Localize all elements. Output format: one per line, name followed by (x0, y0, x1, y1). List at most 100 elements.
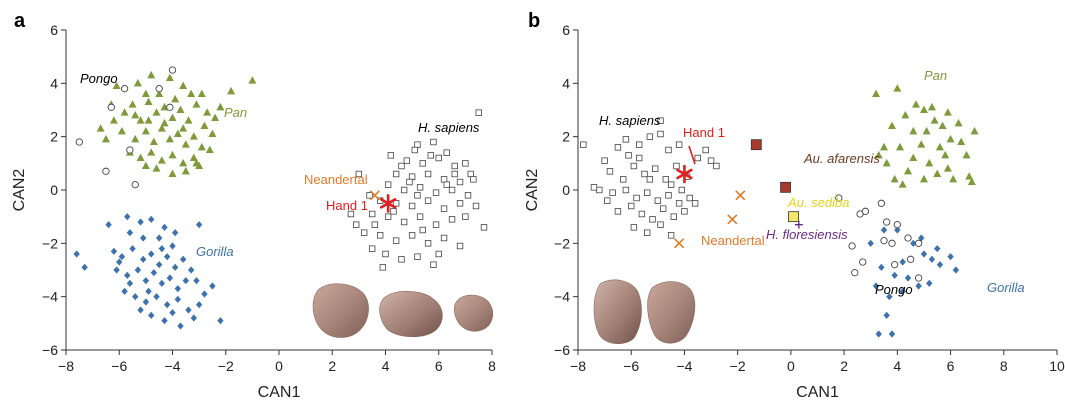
gorilla-point (187, 266, 195, 274)
h-sapiens-point (408, 232, 416, 239)
h-sapiens-point (625, 152, 632, 159)
pan-point (141, 161, 150, 169)
h-sapiens-point (702, 146, 709, 154)
pan-point (101, 134, 110, 143)
h-sapiens-point (667, 181, 675, 188)
h-sapiens-point (440, 205, 448, 212)
h-sapiens-point (387, 152, 395, 159)
h-sapiens-point (398, 162, 405, 170)
y-tick-label: 0 (562, 182, 570, 198)
h-sapiens-point (435, 154, 442, 162)
h-sapiens-point (590, 184, 598, 191)
pongo-point (891, 261, 899, 269)
pongo-point (883, 218, 891, 226)
h-sapiens-point (355, 170, 363, 178)
pan-point (131, 110, 140, 119)
h-sapiens-point (646, 176, 654, 183)
h-sapiens-point (601, 157, 608, 164)
h-sapiens-point (691, 200, 699, 207)
bone-photo-4 (593, 279, 642, 345)
pongo-point (888, 239, 896, 247)
pan-point (128, 100, 137, 108)
h-sapiens-point (665, 192, 672, 199)
pan-point (203, 108, 212, 116)
pan-point (144, 97, 153, 105)
hand-1-point (676, 164, 693, 184)
y-tick-label: −6 (42, 342, 58, 358)
panel-b-marks (580, 84, 979, 338)
gorilla-point (177, 322, 184, 330)
h-sapiens-point (400, 186, 408, 194)
pan-point (152, 164, 161, 172)
gorilla-point (153, 293, 160, 301)
h-sapiens-point (475, 109, 482, 116)
pongo-point (168, 66, 177, 74)
h-sapiens-point (462, 160, 469, 167)
x-tick-label: 6 (435, 358, 443, 374)
pongo-point (877, 199, 886, 207)
h-sapiens-point (472, 202, 480, 210)
label-au-afarensis: Au. afarensis (803, 151, 880, 166)
h-sapiens-point (406, 178, 413, 186)
h-floresiensis-point (794, 220, 803, 229)
pan-point (965, 172, 974, 180)
pan-point (168, 169, 177, 177)
pan-point (888, 121, 897, 129)
gorilla-point (928, 255, 936, 263)
h-sapiens-point (681, 208, 688, 215)
h-sapiens-point (451, 162, 458, 170)
h-sapiens-point (408, 173, 416, 180)
h-sapiens-point (435, 250, 442, 258)
gorilla-point (129, 245, 136, 253)
pan-point (141, 89, 150, 97)
h-sapiens-point (675, 200, 683, 207)
neandertal-point (369, 190, 380, 201)
gorilla-point (121, 287, 128, 295)
h-sapiens-point (636, 154, 643, 162)
x-tick-label: 10 (1049, 358, 1065, 374)
gorilla-point (918, 234, 925, 242)
pan-point (160, 118, 169, 127)
y-axis-label: CAN2 (11, 169, 28, 212)
gorilla-point (137, 306, 144, 314)
pan-point (109, 116, 118, 124)
pongo-point (861, 207, 870, 215)
pan-point (131, 134, 140, 143)
gorilla-point (190, 314, 197, 322)
gorilla-point (171, 229, 179, 237)
pan-point (919, 105, 928, 113)
h-sapiens-point (649, 216, 656, 223)
gorilla-point (926, 279, 933, 287)
hand-1-point (379, 194, 397, 213)
pongo-point (904, 234, 912, 242)
gorilla-point (904, 274, 912, 282)
panel-b-bone-photos (593, 279, 696, 345)
bone-photo-1 (312, 283, 369, 338)
pan-point (941, 150, 950, 159)
gorilla-point (105, 221, 112, 229)
x-tick-label: 4 (382, 358, 390, 374)
h-sapiens-point (596, 186, 603, 194)
bone-photo-2 (379, 290, 443, 338)
h-sapiens-point (427, 152, 434, 159)
label-hand-1: Hand 1 (683, 125, 725, 140)
pan-point (181, 166, 190, 175)
pan-point (943, 108, 952, 116)
h-sapiens-point (467, 170, 474, 178)
gorilla-point (150, 269, 158, 277)
label-pongo: Pongo (875, 282, 913, 297)
h-sapiens-point (353, 221, 360, 228)
h-sapiens-point (400, 218, 408, 226)
h-sapiens-point (411, 146, 418, 154)
pan-point (133, 78, 142, 87)
pongo-point (893, 221, 901, 229)
gorilla-point (872, 282, 880, 290)
pan-point (179, 81, 188, 89)
pan-point (165, 134, 174, 143)
gorilla-point (878, 263, 885, 271)
y-tick-label: −2 (554, 235, 570, 251)
gorilla-point (867, 239, 874, 247)
x-tick-label: −4 (676, 358, 692, 374)
